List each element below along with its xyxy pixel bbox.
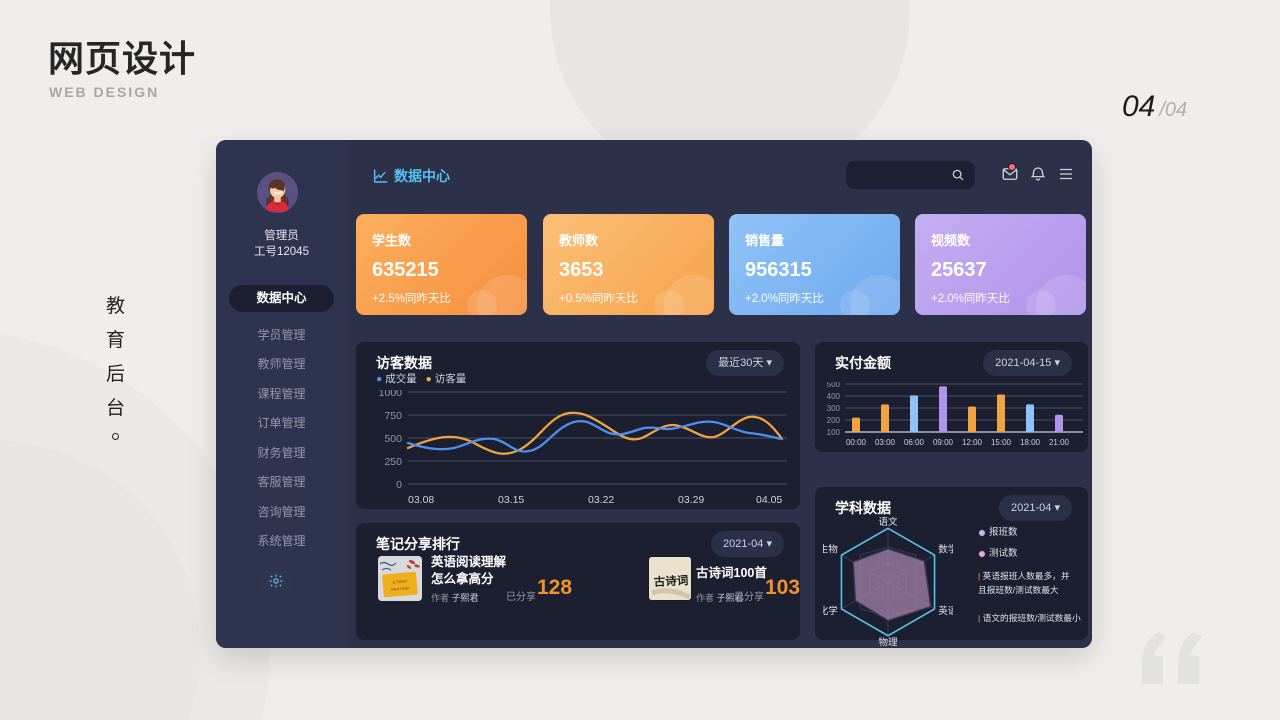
svg-text:200: 200 [827,416,841,425]
svg-text:03.29: 03.29 [678,494,704,506]
svg-text:500: 500 [827,382,841,389]
svg-text:12:00: 12:00 [962,438,983,447]
svg-text:18:00: 18:00 [1020,438,1041,447]
svg-text:03.15: 03.15 [498,494,524,506]
svg-text:400: 400 [827,392,841,401]
svg-text:00:00: 00:00 [846,438,867,447]
svg-text:英语: 英语 [938,605,953,617]
svg-text:0: 0 [396,479,402,491]
svg-text:750: 750 [384,410,402,422]
svg-text:06:00: 06:00 [904,438,925,447]
svg-text:15:00: 15:00 [991,438,1012,447]
svg-text:物理: 物理 [878,636,898,647]
svg-text:语文: 语文 [878,517,898,528]
svg-text:1000: 1000 [379,390,403,399]
svg-text:250: 250 [384,456,402,468]
svg-text:300: 300 [827,404,841,413]
svg-text:500: 500 [384,433,402,445]
svg-text:化学: 化学 [823,605,838,617]
svg-text:数学: 数学 [938,544,953,556]
svg-text:21:00: 21:00 [1049,438,1070,447]
svg-text:03:00: 03:00 [875,438,896,447]
svg-text:03.22: 03.22 [588,494,614,506]
svg-text:04.05: 04.05 [756,494,782,506]
svg-text:生物: 生物 [823,544,838,556]
svg-text:100: 100 [827,428,841,437]
svg-text:03.08: 03.08 [408,494,434,506]
svg-text:09:00: 09:00 [933,438,954,447]
